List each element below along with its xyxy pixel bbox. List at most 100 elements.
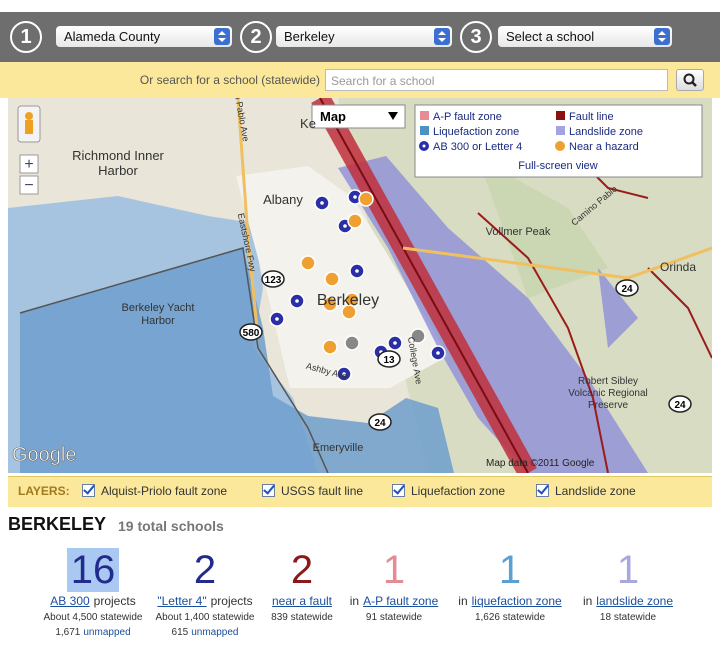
county-select[interactable]: Alameda County	[56, 26, 232, 47]
place-label: Berkeley Yacht Harbor	[122, 302, 195, 327]
map-attribution: Map data ©2011 Google	[486, 458, 595, 469]
pegman[interactable]	[17, 105, 41, 143]
school-select[interactable]: Select a school	[498, 26, 672, 47]
legend-label: Liquefaction zone	[433, 126, 519, 138]
marker-dot	[295, 299, 299, 303]
route-number: 24	[374, 418, 386, 429]
place-label: Albany	[263, 192, 303, 207]
stat-number: 2	[290, 548, 314, 592]
school-marker	[322, 339, 338, 355]
school-marker	[341, 304, 357, 320]
stat-column: 1 in liquefaction zone 1,626 statewide	[440, 548, 580, 625]
select-value: Berkeley	[284, 29, 335, 44]
map-type-button[interactable]: Map	[311, 104, 406, 129]
marker-dot	[320, 201, 324, 205]
route-shield	[368, 413, 392, 431]
search-button[interactable]	[676, 69, 704, 91]
caption-suffix: projects	[93, 594, 136, 608]
step-number: 2	[240, 21, 272, 53]
legend-label: Near a hazard	[569, 141, 639, 153]
place-label: Emeryville	[313, 442, 364, 454]
unmapped-line: 615 unmapped	[135, 625, 275, 640]
place-label: Richmond Inner Harbor	[72, 148, 164, 178]
route-shield	[615, 279, 639, 297]
marker-dot	[342, 372, 346, 376]
selector-bar: 1 Alameda County 2 Berkeley 3 Select a s…	[0, 12, 720, 62]
legend-label: Landslide zone	[569, 126, 643, 138]
step-number: 1	[10, 21, 42, 53]
legend-label: A-P fault zone	[433, 111, 502, 123]
unmapped-count: 1,671	[55, 627, 81, 638]
place-label: Vollmer Peak	[486, 226, 551, 238]
layer-toggle[interactable]: Liquefaction zone	[392, 484, 505, 498]
stat-caption: AB 300 projects	[23, 594, 163, 610]
place-label: Berkeley	[317, 292, 379, 309]
stat-column: 1 in A-P fault zone 91 statewide	[324, 548, 464, 625]
map[interactable]: + − Map A-P fault zone Fault line Liquefa…	[8, 98, 712, 473]
svg-text:+: +	[24, 156, 33, 173]
search-label: Or search for a school (statewide)	[139, 73, 320, 87]
unmapped-link[interactable]: unmapped	[83, 627, 131, 638]
statewide-count: About 1,400 statewide	[155, 612, 255, 623]
layer-toggle[interactable]: USGS fault line	[262, 484, 363, 498]
route-shield	[668, 395, 692, 413]
caption-link[interactable]: landslide zone	[596, 594, 674, 608]
stat-column: 1 in landslide zone 18 statewide	[558, 548, 698, 625]
caption-link[interactable]: AB 300	[50, 594, 90, 608]
route-number: 24	[621, 284, 633, 295]
place-label: Orinda	[660, 260, 696, 274]
stat-number: 1	[382, 548, 406, 592]
layers-title: LAYERS:	[18, 484, 70, 498]
marker-dot	[343, 224, 347, 228]
stat-caption: in A-P fault zone	[324, 594, 464, 610]
school-marker	[300, 255, 316, 271]
select-value: Alameda County	[64, 29, 161, 44]
unmapped-link[interactable]: unmapped	[191, 627, 239, 638]
legend: A-P fault zone Fault line Liquefaction z…	[414, 104, 703, 178]
layers-bar: LAYERS: Alquist-Priolo fault zone USGS f…	[8, 476, 712, 507]
zoom-control[interactable]: +−	[19, 154, 39, 195]
search-bar: Or search for a school (statewide) Searc…	[0, 62, 720, 98]
map-canvas: +− Map A-P fault zone Fault line Liquefa…	[8, 98, 712, 473]
statewide-count: About 4,500 statewide	[43, 612, 143, 623]
caption-prefix: in	[349, 594, 360, 608]
step-number: 3	[460, 21, 492, 53]
city-select[interactable]: Berkeley	[276, 26, 452, 47]
marker-dot	[393, 341, 397, 345]
unmapped-count: 615	[171, 627, 189, 638]
marker-dot	[275, 317, 279, 321]
route-number: 24	[674, 400, 686, 411]
marker-dot	[436, 351, 440, 355]
caption-prefix: in	[582, 594, 593, 608]
google-logo: Google	[12, 444, 77, 466]
route-number: 13	[383, 355, 395, 366]
layer-label: Liquefaction zone	[411, 484, 506, 498]
svg-text:−: −	[24, 177, 33, 194]
marker-dot	[353, 195, 357, 199]
unmapped-line: 1,671 unmapped	[23, 625, 163, 640]
layer-label: USGS fault line	[281, 484, 364, 498]
school-marker	[324, 271, 340, 287]
stat-caption: in liquefaction zone	[440, 594, 580, 610]
school-marker	[322, 296, 338, 312]
statewide-count: 18 statewide	[599, 612, 657, 623]
route-shield	[261, 270, 285, 288]
school-marker	[347, 213, 363, 229]
fullscreen-link[interactable]: Full-screen view	[518, 160, 598, 172]
layer-toggle[interactable]: Alquist-Priolo fault zone	[82, 484, 227, 498]
statewide-count: 839 statewide	[271, 612, 333, 623]
search-input[interactable]: Search for a school	[325, 69, 668, 91]
stat-number: 2	[193, 548, 217, 592]
stat-number: 1	[498, 548, 522, 592]
layer-toggle[interactable]: Landslide zone	[536, 484, 636, 498]
school-marker	[344, 335, 360, 351]
caption-link[interactable]: liquefaction zone	[471, 594, 562, 608]
layer-label: Landslide zone	[555, 484, 636, 498]
stat-column: 2 near a fault 839 statewide	[232, 548, 372, 625]
place-label: Ke	[300, 116, 316, 131]
caption-link[interactable]: near a fault	[271, 594, 333, 608]
summary-total: 19 total schools	[118, 518, 224, 534]
caption-link[interactable]: "Letter 4"	[157, 594, 207, 608]
legend-label: AB 300 or Letter 4	[433, 141, 522, 153]
caption-link[interactable]: A-P fault zone	[363, 594, 439, 608]
